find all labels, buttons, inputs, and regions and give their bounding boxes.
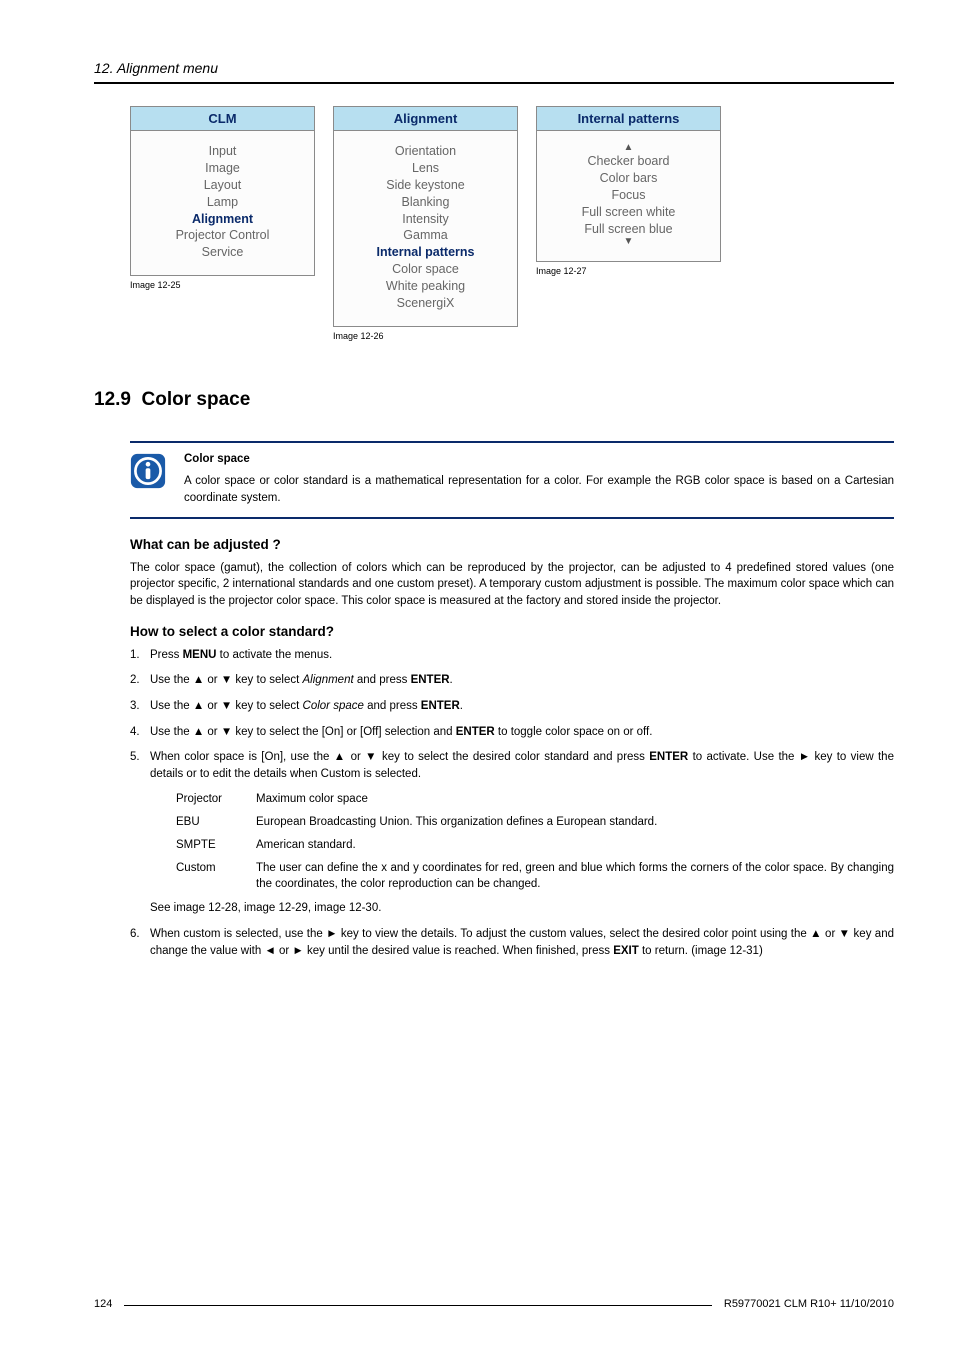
menu-title: Alignment [334,107,517,131]
menu-items: Orientation Lens Side keystone Blanking … [334,131,517,326]
image-caption: Image 12-26 [333,331,518,341]
menu-title: Internal patterns [537,107,720,131]
menu-items: Input Image Layout Lamp Alignment Projec… [131,131,314,275]
def-desc: American standard. [256,837,356,853]
def-term: EBU [176,814,256,830]
menu-item: ScenergiX [334,295,517,312]
menu-box-clm: CLM Input Image Layout Lamp Alignment Pr… [130,106,315,276]
menu-item: Color space [334,261,517,278]
subheading-how: How to select a color standard? [130,624,894,639]
steps-list: Press MENU to activate the menus. Use th… [130,647,894,960]
menu-item: Gamma [334,227,517,244]
section-heading: 12.9 Color space [94,389,894,411]
menu-item: Full screen blue [537,221,720,238]
menu-item: Image [131,160,314,177]
def-term: Custom [176,860,256,892]
info-callout: Color space A color space or color stand… [130,441,894,519]
step: Use the ▲ or ▼ key to select Alignment a… [130,672,894,689]
def-term: SMPTE [176,837,256,853]
footer-rule [124,1305,712,1306]
def-desc: Maximum color space [256,791,368,807]
info-body: A color space or color standard is a mat… [184,475,894,504]
header-rule [94,82,894,84]
menu-item: Side keystone [334,177,517,194]
step: When custom is selected, use the ► key t… [130,926,894,959]
menu-screenshots-row: CLM Input Image Layout Lamp Alignment Pr… [130,106,894,341]
menu-item: White peaking [334,278,517,295]
menu-item: Checker board [537,153,720,170]
page-footer: 124 R59770021 CLM R10+ 11/10/2010 [60,1298,894,1310]
footer-doc-id: R59770021 CLM R10+ 11/10/2010 [724,1298,894,1310]
page-number: 124 [94,1298,112,1310]
menu-item: Intensity [334,211,517,228]
info-title: Color space [184,451,894,468]
page-header: 12. Alignment menu [94,60,894,76]
menu-item: Orientation [334,143,517,160]
step: When color space is [On], use the ▲ or ▼… [130,749,894,916]
menu-title: CLM [131,107,314,131]
def-desc: The user can define the x and y coordina… [256,860,894,892]
menu-item: Lens [334,160,517,177]
step: Use the ▲ or ▼ key to select Color space… [130,698,894,715]
menu-item: Focus [537,187,720,204]
menu-box-internal-patterns: Internal patterns ▲ Checker board Color … [536,106,721,262]
def-term: Projector [176,791,256,807]
scroll-up-icon: ▲ [537,143,720,153]
menu-item: Color bars [537,170,720,187]
menu-item: Service [131,244,314,261]
menu-item: Layout [131,177,314,194]
menu-item-selected: Alignment [131,211,314,228]
menu-item-selected: Internal patterns [334,244,517,261]
menu-item: Full screen white [537,204,720,221]
menu-items: ▲ Checker board Color bars Focus Full sc… [537,131,720,261]
definitions-table: ProjectorMaximum color space EBUEuropean… [176,791,894,892]
def-desc: European Broadcasting Union. This organi… [256,814,657,830]
menu-item: Lamp [131,194,314,211]
image-caption: Image 12-25 [130,280,315,290]
step: Use the ▲ or ▼ key to select the [On] or… [130,724,894,741]
see-refs: See image 12-28, image 12-29, image 12-3… [150,900,894,917]
info-icon [130,453,166,489]
menu-box-alignment: Alignment Orientation Lens Side keystone… [333,106,518,327]
image-caption: Image 12-27 [536,266,721,276]
menu-item: Blanking [334,194,517,211]
subheading-what: What can be adjusted ? [130,537,894,552]
step: Press MENU to activate the menus. [130,647,894,664]
scroll-down-icon: ▼ [537,237,720,247]
body-paragraph: The color space (gamut), the collection … [130,560,894,610]
menu-item: Projector Control [131,227,314,244]
menu-item: Input [131,143,314,160]
